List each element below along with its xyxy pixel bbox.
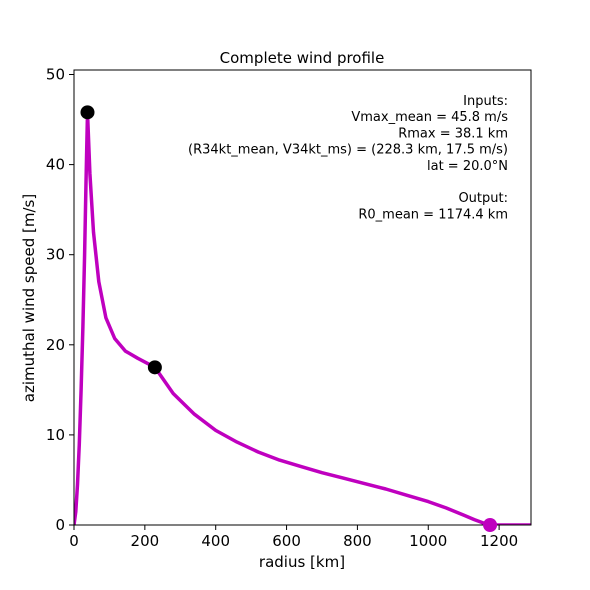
y-tick-label: 40 xyxy=(46,156,65,174)
data-point-marker xyxy=(147,360,162,375)
x-tick-label: 800 xyxy=(343,532,372,550)
x-tick-label: 400 xyxy=(201,532,230,550)
series-line xyxy=(74,110,531,525)
y-tick-label: 20 xyxy=(46,336,65,354)
chart-title: Complete wind profile xyxy=(220,49,385,67)
plot-area xyxy=(74,110,531,525)
annotation-line: Output: xyxy=(458,191,508,206)
annotation-line: Inputs: xyxy=(463,94,508,109)
y-tick-label: 30 xyxy=(46,246,65,264)
x-tick-label: 1000 xyxy=(409,532,447,550)
x-tick-label: 0 xyxy=(69,532,79,550)
data-point-marker xyxy=(483,518,498,532)
plot-frame xyxy=(73,69,532,526)
marker-group xyxy=(80,105,498,532)
y-tick-label: 0 xyxy=(55,516,65,534)
annotation-line: R0_mean = 1174.4 km xyxy=(358,207,508,222)
x-tick-label: 200 xyxy=(131,532,160,550)
y-axis: 0 10 20 30 40 50 xyxy=(46,66,74,534)
data-point-marker xyxy=(80,105,95,120)
annotation-line: Vmax_mean = 45.8 m/s xyxy=(351,110,508,125)
y-tick-label: 10 xyxy=(46,426,65,444)
x-axis: 0 200 400 600 800 1000 1200 xyxy=(69,525,518,550)
annotation-line: lat = 20.0°N xyxy=(427,159,508,174)
x-axis-label: radius [km] xyxy=(259,553,345,571)
annotation-line: (R34kt_mean, V34kt_ms) = (228.3 km, 17.5… xyxy=(188,143,508,158)
y-tick-label: 50 xyxy=(46,66,65,84)
annotation-line: Rmax = 38.1 km xyxy=(398,126,508,141)
x-tick-label: 1200 xyxy=(480,532,518,550)
y-axis-label: azimuthal wind speed [m/s] xyxy=(20,194,38,402)
x-tick-label: 600 xyxy=(272,532,301,550)
